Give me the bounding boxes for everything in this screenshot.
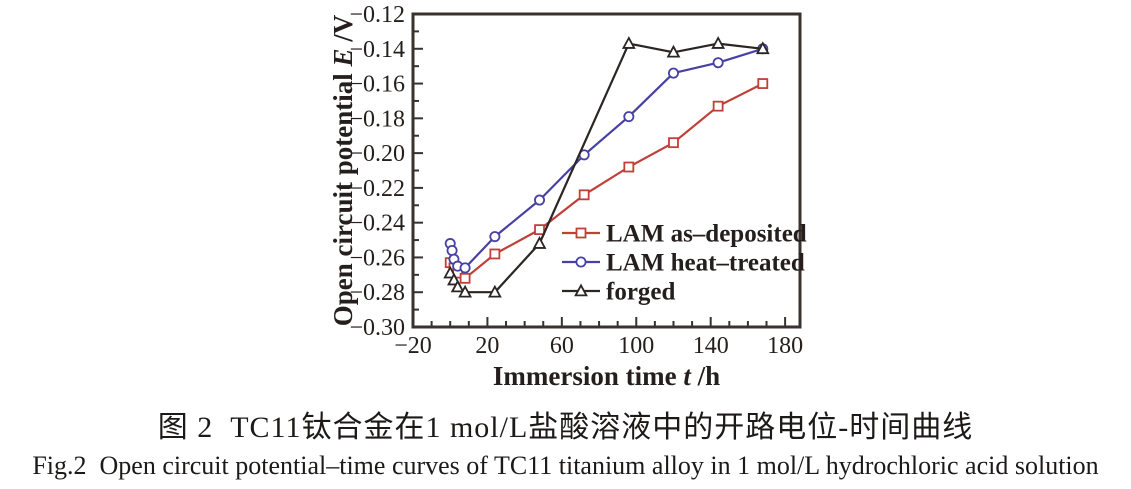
legend-label-lam-heat-treated: LAM heat–treated — [606, 250, 805, 277]
y-tick-label: −0.12 — [349, 2, 405, 28]
series-marker-forged — [532, 236, 547, 249]
x-tick-label: 140 — [693, 333, 729, 359]
series-marker-lam-as-deposited — [757, 78, 769, 89]
y-tick-label: −0.20 — [349, 141, 405, 167]
x-tick-label: 20 — [475, 333, 499, 359]
y-tick-label: −0.26 — [349, 245, 405, 271]
legend-label-forged: forged — [606, 279, 676, 306]
x-axis-title: Immersion time t /h — [493, 361, 720, 391]
series-marker-lam-heat-treated — [623, 111, 635, 123]
y-axis-title: Open circuit potential E /V — [328, 14, 358, 326]
series-marker-lam-heat-treated — [712, 57, 724, 69]
series-marker-forged — [755, 41, 770, 55]
y-tick-label: −0.16 — [349, 72, 405, 98]
ocp-time-chart: −20 20 60 100 140 180 −0.12 −0.14 −0.16 −0.18 −0.2… — [328, 2, 807, 391]
series-marker-forged — [450, 279, 465, 293]
legend-marker-lam-heat-treated — [575, 256, 587, 268]
series-marker-lam-as-deposited — [623, 161, 635, 173]
legend-marker-lam-as-deposited — [575, 227, 587, 239]
legend-marker-forged — [574, 283, 588, 297]
series-marker-lam-heat-treated — [459, 262, 471, 274]
series-marker-lam-heat-treated — [446, 244, 458, 256]
caption-chinese: 图 2 TC11钛合金在1 mol/L盐酸溶液中的开路电位-时间曲线 — [157, 411, 974, 444]
series-marker-lam-heat-treated — [489, 231, 501, 243]
y-tick-label: −0.28 — [349, 280, 405, 306]
x-tick-label: −20 — [394, 333, 432, 359]
y-tick-label: −0.14 — [349, 37, 405, 63]
series-marker-lam-as-deposited — [489, 248, 501, 260]
series-marker-forged — [458, 284, 473, 298]
x-tick-label: 60 — [550, 333, 574, 359]
y-tick-label: −0.22 — [349, 176, 405, 202]
series-marker-lam-heat-treated — [534, 194, 546, 206]
caption-english: Fig.2 Open circuit potential–time curves… — [32, 451, 1099, 480]
x-tick-label: 100 — [618, 333, 654, 359]
series-marker-forged — [487, 284, 502, 298]
y-tick-label: −0.24 — [349, 211, 405, 237]
series-marker-forged — [621, 36, 636, 49]
series-marker-lam-as-deposited — [668, 137, 679, 149]
series-marker-lam-as-deposited — [459, 272, 471, 284]
legend-label-lam-as-deposited: LAM as–deposited — [606, 221, 807, 248]
series-marker-lam-heat-treated — [667, 67, 679, 79]
series-marker-forged — [711, 36, 726, 49]
series-marker-forged — [666, 44, 681, 58]
series-marker-lam-as-deposited — [712, 100, 724, 112]
series-marker-lam-as-deposited — [578, 189, 590, 201]
y-tick-label: −0.18 — [349, 106, 405, 132]
y-tick-label: −0.30 — [349, 315, 405, 341]
series-marker-lam-as-deposited — [534, 224, 545, 236]
x-tick-label: 180 — [767, 333, 803, 359]
plot-frame — [411, 12, 802, 329]
